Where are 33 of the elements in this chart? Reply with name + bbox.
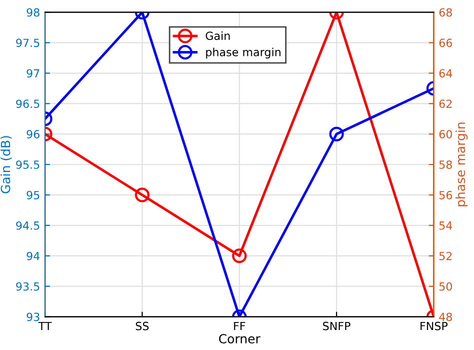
y2-tick-label: 68 [439, 8, 452, 17]
y2-tick-label: 48 [439, 312, 452, 322]
y2-tick-label: 54 [439, 222, 452, 230]
y2-tick-label: 52 [439, 252, 452, 260]
y2-tick-label: 64 [439, 69, 452, 78]
x-tick-label: SS [136, 322, 149, 330]
line-series [45, 12, 434, 317]
y-tick-label: 97 [26, 69, 40, 78]
y-tick-label: 93 [26, 312, 40, 322]
x-tick-label: TT [38, 322, 52, 330]
y-tick-label: 95.5 [16, 160, 40, 169]
y-tick-label: 95 [26, 190, 40, 200]
y2-tick-label: 66 [439, 38, 452, 48]
y2-tick-label: 56 [439, 190, 452, 200]
y-tick-label: 96 [26, 130, 40, 138]
x-tick-label: FNSP [420, 322, 448, 330]
y-tick-label: 98 [26, 8, 40, 17]
y-tick-label: 94.5 [16, 221, 40, 230]
x-axis-title: Corner [219, 334, 260, 344]
legend-label: phase margin [206, 48, 280, 58]
y-tick-label: 93.5 [16, 282, 40, 291]
y-tick-label: 97.5 [16, 38, 40, 48]
y2-axis-title: phase margin [455, 122, 468, 206]
x-tick-label: SNFP [323, 322, 350, 330]
y2-tick-label: 58 [439, 160, 452, 169]
x-tick-label: FF [234, 322, 246, 330]
y-axis-title: Gain (dB) [0, 136, 12, 194]
y2-tick-label: 50 [439, 282, 452, 291]
legend-label: Gain [206, 31, 230, 40]
y-tick-label: 96.5 [16, 100, 40, 108]
y-tick-label: 94 [26, 252, 40, 260]
y2-tick-label: 62 [439, 100, 452, 108]
y2-tick-label: 60 [439, 130, 452, 138]
